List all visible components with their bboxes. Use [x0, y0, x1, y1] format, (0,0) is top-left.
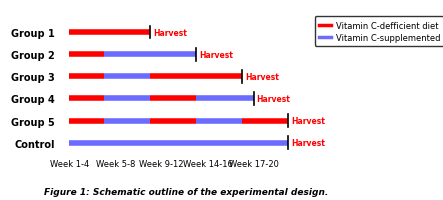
Text: Harvest: Harvest [245, 73, 279, 82]
Legend: Vitamin C-defficient diet, Vitamin C-supplemented diet: Vitamin C-defficient diet, Vitamin C-sup… [315, 17, 443, 47]
Text: Harvest: Harvest [291, 138, 325, 147]
Text: Harvest: Harvest [256, 94, 291, 103]
Text: Harvest: Harvest [291, 116, 325, 125]
Text: Figure 1: Schematic outline of the experimental design.: Figure 1: Schematic outline of the exper… [44, 187, 328, 196]
Text: Harvest: Harvest [153, 29, 187, 38]
Text: Harvest: Harvest [199, 51, 233, 60]
